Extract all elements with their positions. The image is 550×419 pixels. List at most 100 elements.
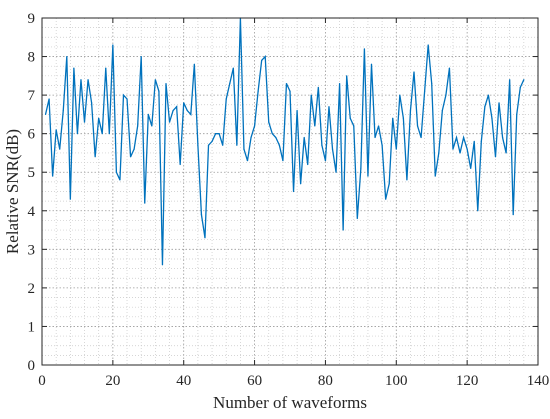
data-point (331, 148, 334, 150)
data-point (484, 106, 486, 108)
data-point (129, 156, 132, 158)
x-axis-label: Number of waveforms (213, 393, 367, 412)
data-point (455, 136, 458, 139)
data-point (523, 79, 525, 81)
data-point (204, 237, 206, 239)
data-point (94, 156, 96, 158)
data-point (66, 55, 68, 58)
data-point (126, 98, 128, 100)
data-point (296, 109, 298, 112)
data-point (137, 125, 139, 127)
data-point (179, 163, 181, 166)
data-point (222, 144, 224, 146)
data-point (463, 136, 465, 139)
data-point (154, 79, 156, 81)
data-point (498, 102, 500, 104)
data-point (144, 202, 146, 204)
data-point (211, 140, 213, 142)
data-point (76, 133, 79, 135)
data-point (487, 94, 489, 96)
data-point (516, 113, 518, 115)
data-point (246, 160, 249, 162)
data-point (480, 140, 482, 142)
data-point (392, 117, 394, 119)
data-point (374, 136, 376, 139)
data-point (505, 152, 507, 154)
y-tick-label: 6 (28, 127, 36, 143)
y-axis-ticks: 0 1 2 3 4 5 6 7 8 9 (28, 11, 538, 374)
data-point (112, 44, 114, 46)
data-point (459, 152, 461, 154)
data-point (115, 171, 117, 173)
data-point (324, 160, 327, 162)
data-point (232, 67, 234, 69)
data-point (335, 171, 337, 173)
data-point (292, 190, 295, 193)
data-point (339, 82, 341, 85)
data-point (73, 67, 75, 69)
x-tick-label: 40 (176, 373, 191, 389)
data-point (229, 82, 231, 85)
data-point (80, 79, 82, 81)
data-point (87, 79, 89, 81)
data-point (261, 59, 263, 62)
data-point (268, 121, 270, 123)
y-tick-label: 9 (28, 11, 36, 27)
y-tick-label: 1 (28, 319, 36, 335)
data-point (360, 167, 362, 169)
data-point (431, 82, 433, 85)
data-point (494, 156, 497, 158)
data-point (48, 98, 50, 100)
data-point (140, 55, 142, 58)
data-point (172, 109, 174, 112)
data-point (236, 144, 238, 146)
data-point (356, 217, 358, 220)
data-point (207, 144, 210, 146)
data-point (399, 94, 401, 96)
series-layer (44, 17, 525, 266)
minor-grid (42, 18, 538, 365)
data-point (416, 125, 419, 127)
data-point (452, 148, 454, 150)
plot-frame (41, 17, 539, 366)
data-point (367, 175, 369, 177)
data-point (101, 133, 103, 135)
data-point (225, 98, 227, 100)
plot-area-background (42, 18, 538, 365)
data-point (250, 136, 252, 139)
data-point (441, 109, 443, 112)
data-point (55, 129, 57, 131)
data-point (264, 55, 266, 58)
data-point (186, 109, 188, 112)
x-tick-label: 100 (385, 373, 408, 389)
data-point (370, 63, 373, 65)
data-point (303, 136, 305, 139)
data-point (314, 125, 316, 127)
data-point (300, 183, 302, 185)
series-line-0 (44, 17, 525, 265)
data-point (193, 63, 195, 65)
x-tick-label: 140 (527, 373, 550, 389)
data-point (470, 167, 472, 169)
data-point (395, 148, 397, 150)
data-point (289, 90, 291, 92)
data-point (52, 175, 54, 177)
data-point (363, 48, 365, 50)
x-tick-label: 80 (318, 373, 333, 389)
data-point (409, 109, 412, 112)
data-point (321, 144, 323, 146)
data-point (434, 175, 436, 177)
data-point (424, 90, 426, 92)
data-point (83, 121, 86, 123)
data-point (512, 214, 514, 216)
data-point (477, 210, 479, 212)
data-point (197, 144, 199, 146)
data-point (377, 125, 380, 127)
data-point (519, 86, 521, 88)
data-point (448, 67, 451, 69)
data-point (310, 94, 312, 96)
y-tick-label: 8 (28, 50, 36, 66)
data-point (388, 183, 390, 185)
